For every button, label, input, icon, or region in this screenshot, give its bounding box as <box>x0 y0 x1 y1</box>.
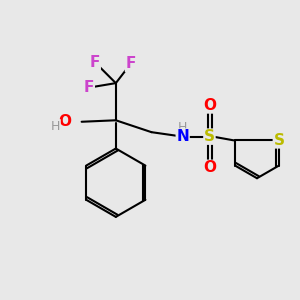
Text: O: O <box>58 114 71 129</box>
Text: N: N <box>176 129 189 144</box>
Text: F: F <box>84 80 94 95</box>
Text: F: F <box>125 56 136 71</box>
Text: F: F <box>90 55 100 70</box>
Text: S: S <box>273 133 284 148</box>
Text: H: H <box>51 120 60 133</box>
Text: O: O <box>203 160 216 175</box>
Text: S: S <box>204 129 215 144</box>
Text: H: H <box>178 121 188 134</box>
Text: O: O <box>203 98 216 113</box>
